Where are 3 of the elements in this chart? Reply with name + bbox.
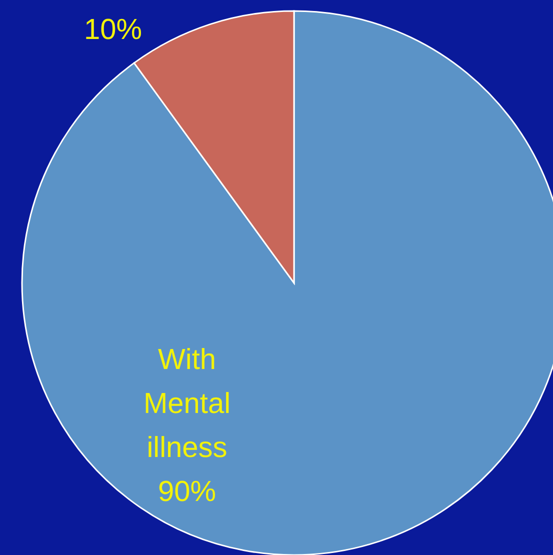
data-label: 90% <box>158 476 216 508</box>
slice-label: With Mental illness <box>143 344 231 464</box>
data-label: 10% <box>84 14 142 46</box>
